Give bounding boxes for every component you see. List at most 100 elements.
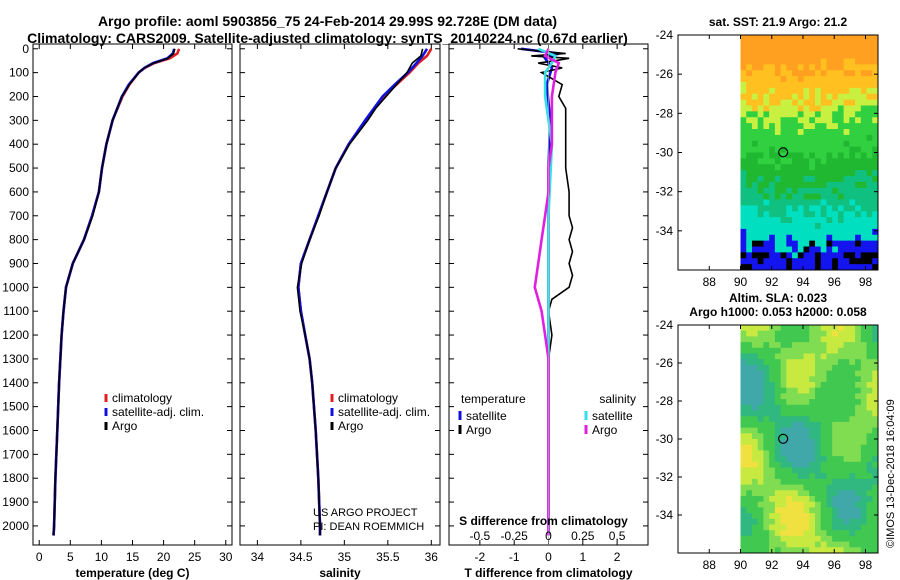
map-cell [866,70,873,77]
map-cell [746,140,753,148]
map-cell [751,439,759,446]
map-cell [860,123,867,130]
map-cell [843,246,850,253]
map-cell [872,76,879,83]
map-cell [837,399,845,406]
map-cell [855,76,862,83]
map-cell [803,342,810,349]
map-cell [832,217,839,224]
map-cell [803,170,810,177]
map-cell [740,399,747,406]
map-cell [746,152,753,159]
map-cell [843,501,850,508]
map-cell [826,513,833,520]
map-cell [797,258,804,265]
map-cell [786,223,793,230]
map-cell [814,211,822,218]
map-cell [814,382,822,389]
map-cell [849,513,856,520]
map-cell [780,99,787,106]
map-cell [774,410,782,417]
map-cell [837,234,845,242]
map-cell [814,325,822,332]
map-cell [843,193,850,200]
map-cell [872,228,879,236]
map-cell [809,547,816,554]
map-cell [786,87,793,95]
map-cell [757,246,764,253]
map-cell [866,35,873,42]
map-cell [809,507,816,514]
map-cell [809,456,816,463]
map-cell [797,347,804,354]
map-cell [832,223,839,230]
map-cell [872,433,879,440]
map-cell [837,370,845,377]
map-cell [866,193,873,200]
map-cell [866,240,873,247]
map-cell [797,87,804,95]
map-cell [757,399,764,406]
map-cell [757,46,764,54]
map-cell [820,473,827,480]
map-cell [786,382,793,389]
map-cell [786,58,793,65]
map-cell [792,199,799,206]
map-cell [832,140,839,148]
map-cell [809,134,816,142]
map-cell [809,64,816,71]
map-cell [843,129,850,136]
map-cell [855,507,862,514]
map-cell [872,35,879,42]
map-cell [872,501,879,508]
map-cell [746,359,753,366]
map-cell [837,111,845,118]
map-cell [866,336,873,343]
map-cell [751,258,759,265]
map-cell [855,382,862,389]
map-cell [820,518,827,525]
map-cell [826,490,833,497]
map-cell [757,240,764,247]
map-cell [814,547,822,554]
map-cell [797,450,804,457]
map-cell [740,364,747,371]
map-cell [814,359,822,366]
map-cell [774,336,782,343]
map-cell [843,82,850,89]
map-cell [843,240,850,247]
map-cell [809,444,816,451]
map-cell [860,176,867,183]
map-cell [746,427,753,434]
map-cell [740,513,747,520]
map-cell [809,76,816,83]
map-cell [820,140,827,148]
map-cell [786,170,793,177]
map-cell [751,246,759,253]
map-cell [820,541,827,548]
map-cell [814,507,822,514]
map-cell [820,158,827,165]
map-cell [809,342,816,349]
map-cell [797,146,804,153]
map-cell [797,199,804,206]
map-cell [786,111,793,118]
map-cell [780,223,787,230]
map-cell [849,501,856,508]
map-cell [757,416,764,423]
map-cell [769,152,776,159]
map-cell [849,99,856,106]
map-cell [826,376,833,383]
map-cell [769,158,776,165]
map-cell [797,501,804,508]
map-cell [803,330,810,337]
map-cell [740,170,747,177]
map-cell [860,387,867,394]
map-cell [746,364,753,371]
map-cell [803,246,810,253]
map-cell [820,467,827,474]
map-cell [814,439,822,446]
argo-position-marker [778,147,789,158]
map-cell [797,518,804,525]
map-cell [757,264,764,271]
